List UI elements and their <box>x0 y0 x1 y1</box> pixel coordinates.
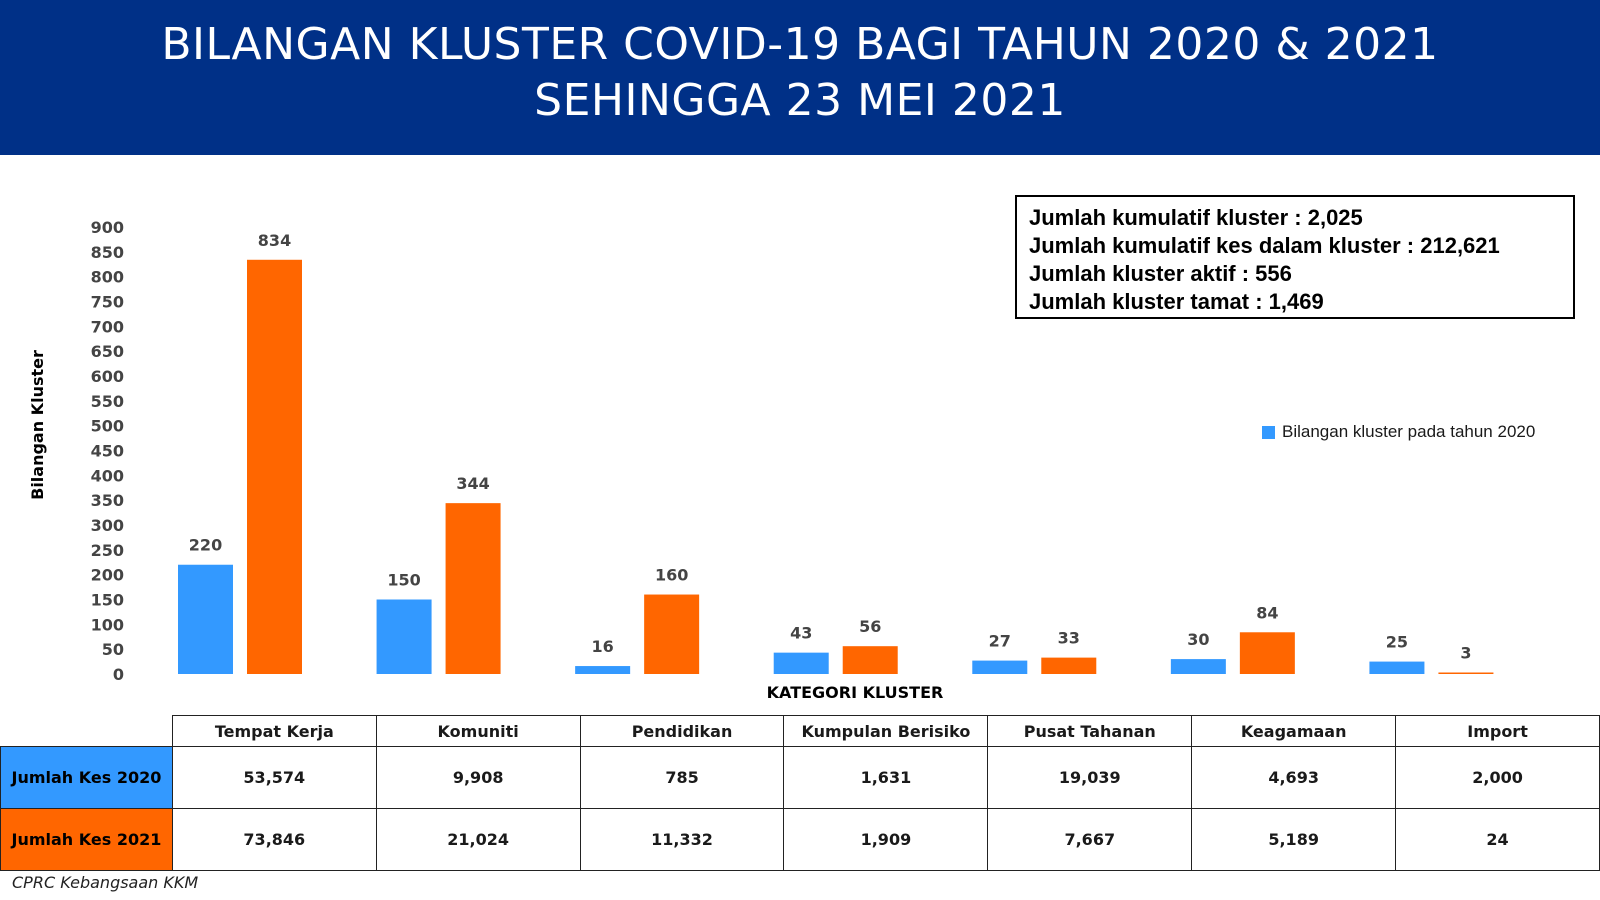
table-row: Jumlah Kes 2020 53,574 9,908 785 1,631 19,039… <box>0 746 1600 809</box>
bar-2021 <box>842 646 898 674</box>
source-credit: CPRC Kebangsaan KKM <box>12 873 199 892</box>
y-tick-label: 650 <box>91 342 124 361</box>
bar-value-label: 33 <box>1058 629 1080 648</box>
summary-cumulative-cases: Jumlah kumulatif kes dalam kluster : 212… <box>1029 233 1500 258</box>
bar-value-label: 3 <box>1460 644 1471 663</box>
bar-2020 <box>178 564 233 674</box>
bar-2020 <box>773 652 829 674</box>
y-tick-label: 800 <box>91 268 124 287</box>
y-tick-label: 100 <box>91 615 124 634</box>
y-tick-label: 550 <box>91 392 124 411</box>
bar-2020 <box>1369 661 1425 674</box>
y-tick-label: 700 <box>91 317 124 336</box>
table-cell: 2,000 <box>1395 746 1600 809</box>
y-tick-label: 150 <box>91 591 124 610</box>
bar-value-label: 834 <box>258 231 291 250</box>
y-tick-label: 200 <box>91 566 124 585</box>
table-cell: 785 <box>579 746 785 809</box>
y-tick-label: 250 <box>91 541 124 560</box>
bar-2021 <box>1438 672 1494 674</box>
page-title-line1: BILANGAN KLUSTER COVID-19 BAGI TAHUN 202… <box>161 19 1439 70</box>
bar-2021 <box>445 503 501 674</box>
x-axis-label: KATEGORI KLUSTER <box>767 683 944 700</box>
bar-2021 <box>644 594 700 674</box>
table-cell: 4,693 <box>1191 746 1397 809</box>
y-tick-label: 400 <box>91 466 124 485</box>
summary-cumulative-clusters: Jumlah kumulatif kluster : 2,025 <box>1029 205 1363 230</box>
table-cell: 9,908 <box>375 746 581 809</box>
bar-2020 <box>1170 659 1226 674</box>
bar-chart: 0 50 100 150 200 250 300 350 400 450 500 550 600 650 7… <box>28 218 1494 700</box>
table-row-label: Jumlah Kes 2021 <box>0 808 173 871</box>
table-column-header: Pusat Tahanan <box>987 715 1193 747</box>
bar-value-label: 220 <box>189 536 222 555</box>
y-tick-label: 350 <box>91 491 124 510</box>
table-cell: 21,024 <box>375 808 581 871</box>
table-cell: 7,667 <box>987 808 1193 871</box>
legend-swatch-2020 <box>1262 425 1275 439</box>
y-tick-label: 850 <box>91 243 124 262</box>
summary-ended-clusters: Jumlah kluster tamat : 1,469 <box>1029 289 1324 314</box>
bar-value-label: 30 <box>1187 630 1209 649</box>
bar-value-label: 84 <box>1256 603 1278 622</box>
table-cell: 11,332 <box>579 808 785 871</box>
chart-legend: Bilangan kluster pada tahun 2020 <box>1262 422 1535 442</box>
table-row: Jumlah Kes 2021 73,846 21,024 11,332 1,909 7,… <box>0 808 1600 871</box>
bar-value-label: 160 <box>655 566 688 585</box>
y-tick-label: 750 <box>91 293 124 312</box>
page-title-line2: SEHINGGA 23 MEI 2021 <box>534 75 1066 126</box>
bar-2021 <box>247 259 302 674</box>
y-tick-label: 50 <box>102 640 124 659</box>
bar-value-label: 25 <box>1386 633 1408 652</box>
bar-value-label: 27 <box>989 632 1011 651</box>
y-tick-label: 900 <box>91 218 124 237</box>
table-column-header: Kumpulan Berisiko <box>783 715 989 747</box>
header-banner: BILANGAN KLUSTER COVID-19 BAGI TAHUN 202… <box>0 0 1600 155</box>
table-cell: 19,039 <box>987 746 1193 809</box>
table-cell: 1,631 <box>783 746 989 809</box>
bar-2020 <box>972 660 1028 674</box>
table-column-header: Tempat Kerja <box>171 715 377 747</box>
table-cell: 24 <box>1395 808 1600 871</box>
legend-label-2020: Bilangan kluster pada tahun 2020 <box>1282 422 1536 441</box>
bar-2020 <box>376 599 432 674</box>
y-tick-label: 300 <box>91 516 124 535</box>
summary-active-clusters: Jumlah kluster aktif : 556 <box>1029 261 1292 286</box>
bar-2020 <box>575 666 631 674</box>
bar-value-label: 43 <box>790 624 812 643</box>
y-tick-label: 500 <box>91 417 124 436</box>
table-cell: 5,189 <box>1191 808 1397 871</box>
bar-value-label: 56 <box>859 617 881 636</box>
summary-box: Jumlah kumulatif kluster : 2,025 Jumlah … <box>1015 195 1575 319</box>
bar-2021 <box>1239 632 1295 674</box>
table-cell: 1,909 <box>783 808 989 871</box>
bar-2021 <box>1041 657 1097 674</box>
table-column-header: Keagamaan <box>1191 715 1397 747</box>
table-column-header: Pendidikan <box>579 715 785 747</box>
table-column-header: Import <box>1395 715 1600 747</box>
bar-value-label: 16 <box>592 637 614 656</box>
table-cell: 53,574 <box>171 746 377 809</box>
table-column-header: Komuniti <box>375 715 581 747</box>
bar-value-label: 150 <box>387 571 420 590</box>
table-cell: 73,846 <box>171 808 377 871</box>
y-axis-label: Bilangan Kluster <box>28 350 47 500</box>
cases-table: Tempat Kerja Komuniti Pendidikan Kumpulan B… <box>0 715 1600 871</box>
table-row-label: Jumlah Kes 2020 <box>0 746 173 809</box>
y-tick-label: 450 <box>91 442 124 461</box>
y-tick-label: 600 <box>91 367 124 386</box>
y-tick-label: 0 <box>113 665 124 684</box>
table-corner <box>0 715 173 747</box>
bar-value-label: 344 <box>456 474 489 493</box>
